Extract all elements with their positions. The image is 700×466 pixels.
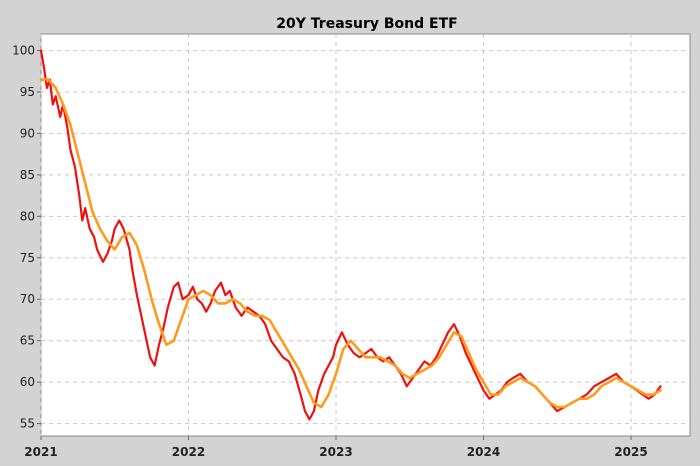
x-tick-label: 2021 <box>24 445 57 459</box>
y-tick-label: 90 <box>20 126 35 140</box>
x-tick-label: 2025 <box>614 445 647 459</box>
y-tick-label: 70 <box>20 292 35 306</box>
y-tick-label: 75 <box>20 251 35 265</box>
y-tick-label: 100 <box>12 44 35 58</box>
y-tick-label: 95 <box>20 85 35 99</box>
y-tick-label: 85 <box>20 168 35 182</box>
y-tick-label: 60 <box>20 375 35 389</box>
x-tick-label: 2024 <box>467 445 500 459</box>
axes: 100 95 90 85 80 75 70 65 60 55 2021 2022 2023 2024 202… <box>12 44 648 459</box>
moving-average-series-line <box>39 78 662 409</box>
x-tick-label: 2022 <box>172 445 205 459</box>
y-tick-label: 55 <box>20 417 35 431</box>
x-tick-label: 2023 <box>319 445 352 459</box>
chart-title: 20Y Treasury Bond ETF <box>276 16 457 32</box>
y-tick-label: 65 <box>20 334 35 348</box>
plot-area <box>40 33 691 437</box>
series-layer <box>39 49 662 421</box>
grid <box>40 34 690 436</box>
y-tick-label: 80 <box>20 209 35 223</box>
